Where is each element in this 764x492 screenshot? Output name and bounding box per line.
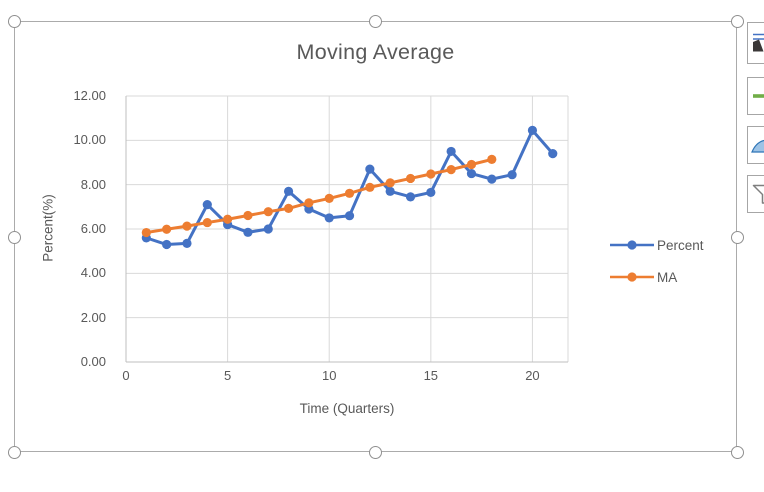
data-point-percent[interactable]	[507, 170, 517, 180]
legend-item-ma[interactable]: MA	[609, 268, 704, 286]
chart-area[interactable]	[14, 21, 737, 452]
selection-handle-top-right[interactable]	[730, 14, 744, 28]
legend[interactable]: Percent MA	[609, 236, 704, 300]
series-line-percent[interactable]	[144, 128, 555, 247]
x-tick-label: 0	[122, 368, 130, 383]
data-point-ma[interactable]	[182, 221, 192, 231]
y-tick-label: 10.00	[73, 132, 106, 148]
y-tick-label: 4.00	[80, 265, 106, 281]
x-tick-label: 5	[223, 368, 232, 383]
x-tick-label: 15	[423, 368, 439, 383]
data-point-percent[interactable]	[527, 125, 538, 135]
data-point-ma[interactable]	[426, 169, 436, 179]
data-point-ma[interactable]	[446, 164, 456, 175]
x-tick-label: 10	[321, 368, 337, 383]
data-point-percent[interactable]	[446, 146, 456, 157]
data-point-percent[interactable]	[182, 238, 192, 249]
data-point-ma[interactable]	[162, 224, 172, 234]
data-point-ma[interactable]	[223, 214, 233, 224]
selection-handle-bottom-right[interactable]	[730, 445, 744, 459]
selection-handle-bottom-middle[interactable]	[368, 445, 382, 459]
legend-label: Percent	[657, 237, 704, 253]
selection-handle-bottom-left[interactable]	[7, 445, 21, 459]
data-point-ma[interactable]	[487, 154, 497, 164]
data-point-ma[interactable]	[405, 173, 416, 184]
y-tick-label: 6.00	[80, 221, 106, 236]
data-point-percent[interactable]	[385, 186, 395, 196]
data-point-percent[interactable]	[243, 227, 253, 237]
data-point-ma[interactable]	[324, 193, 334, 204]
x-tick-label: 20	[525, 368, 540, 383]
funnel-icon	[752, 184, 764, 204]
chart-styles-button[interactable]	[747, 126, 764, 164]
data-point-percent[interactable]	[162, 239, 172, 250]
legend-marker	[610, 240, 654, 250]
chart-title[interactable]: Moving Average	[296, 40, 455, 64]
data-point-percent[interactable]	[324, 213, 334, 223]
x-axis-title[interactable]: Time (Quarters)	[299, 401, 395, 416]
data-point-percent[interactable]	[365, 164, 375, 174]
data-point-percent[interactable]	[263, 224, 273, 234]
y-tick-label: 2.00	[80, 309, 106, 325]
data-point-percent[interactable]	[487, 174, 497, 184]
layout-options-icon	[753, 33, 764, 52]
data-point-percent[interactable]	[466, 168, 477, 179]
data-point-ma[interactable]	[385, 178, 395, 188]
y-axis-title[interactable]: Percent(%)	[40, 194, 56, 262]
data-point-ma[interactable]	[344, 188, 355, 198]
paintbrush-icon	[751, 139, 764, 153]
data-point-ma[interactable]	[304, 198, 314, 208]
data-point-ma[interactable]	[141, 227, 151, 238]
plus-icon	[753, 94, 764, 98]
layout-options-button[interactable]	[747, 22, 764, 64]
legend-label: MA	[657, 269, 678, 285]
y-tick-label: 0.00	[80, 354, 106, 369]
data-point-percent[interactable]	[548, 149, 558, 159]
y-tick-label: 8.00	[80, 176, 106, 192]
chart-filters-button[interactable]	[747, 175, 764, 213]
data-point-ma[interactable]	[263, 207, 273, 217]
data-point-ma[interactable]	[243, 210, 253, 221]
data-point-ma[interactable]	[202, 217, 212, 228]
y-tick-label: 12.00	[73, 88, 106, 103]
data-point-ma[interactable]	[466, 159, 477, 170]
selection-handle-middle-left[interactable]	[7, 230, 21, 244]
selection-handle-middle-right[interactable]	[730, 230, 744, 244]
data-point-ma[interactable]	[365, 182, 375, 192]
data-point-percent[interactable]	[405, 192, 416, 202]
data-point-percent[interactable]	[283, 186, 294, 196]
data-point-ma[interactable]	[283, 203, 294, 213]
chart-elements-button[interactable]	[747, 77, 764, 115]
legend-item-percent[interactable]: Percent	[609, 236, 704, 254]
selection-handle-top-middle[interactable]	[368, 14, 382, 28]
data-point-percent[interactable]	[344, 211, 355, 221]
selection-handle-top-left[interactable]	[7, 14, 21, 28]
data-point-percent[interactable]	[202, 200, 212, 210]
legend-marker	[610, 272, 654, 282]
data-point-percent[interactable]	[426, 187, 436, 198]
